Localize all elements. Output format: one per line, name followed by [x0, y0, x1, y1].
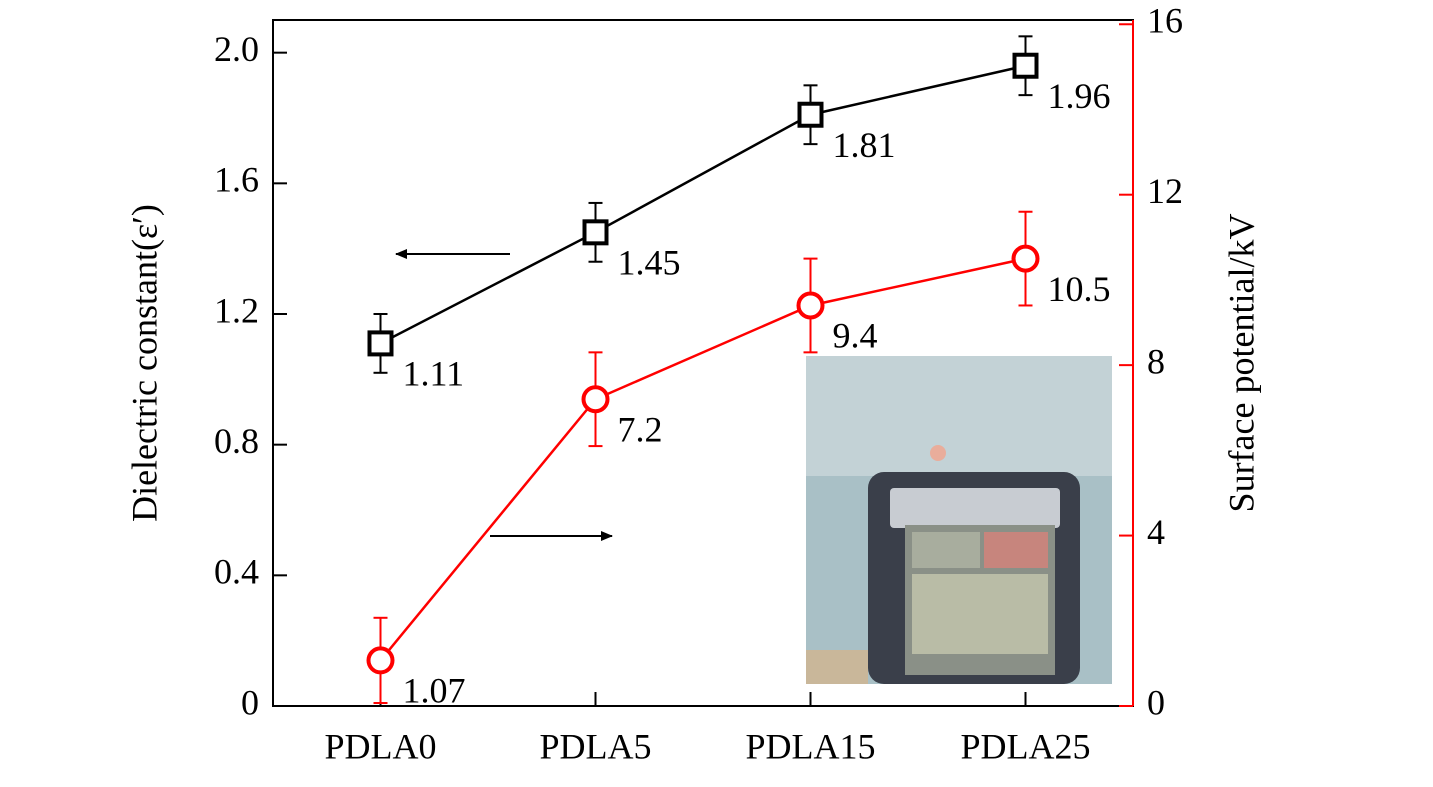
marker — [367, 330, 394, 357]
y-tick-label: 1.2 — [214, 290, 259, 330]
x-tick-label: PDLA0 — [324, 726, 436, 766]
y2-tick-label: 8 — [1147, 341, 1165, 381]
y-axis-title: Dielectric constant(ε′) — [124, 204, 164, 522]
data-label: 1.96 — [1048, 76, 1111, 116]
marker — [1012, 52, 1039, 79]
data-label: 9.4 — [833, 316, 878, 356]
y-tick-label: 2.0 — [214, 29, 259, 69]
data-label: 1.45 — [618, 243, 681, 283]
x-tick-label: PDLA15 — [745, 726, 875, 766]
y-tick-label: 0.8 — [214, 421, 259, 461]
marker — [796, 291, 825, 320]
y2-tick-label: 4 — [1147, 512, 1165, 552]
y2-tick-label: 0 — [1147, 682, 1165, 722]
marker — [582, 219, 609, 246]
inset-photo — [806, 356, 1112, 684]
data-label: 1.11 — [403, 354, 465, 394]
marker — [581, 385, 610, 414]
marker — [1011, 244, 1040, 273]
marker — [366, 646, 395, 675]
y-tick-label: 0.4 — [214, 552, 259, 592]
data-label: 1.07 — [403, 671, 466, 711]
data-label: 7.2 — [618, 409, 663, 449]
y2-axis-title: Surface potential/kV — [1221, 214, 1261, 513]
y-tick-label: 1.6 — [214, 160, 259, 200]
y2-tick-label: 12 — [1147, 171, 1183, 211]
series-line — [379, 257, 1026, 662]
x-tick-label: PDLA5 — [539, 726, 651, 766]
data-label: 1.81 — [833, 125, 896, 165]
y-tick-label: 0 — [241, 682, 259, 722]
data-label: 10.5 — [1048, 269, 1111, 309]
series-line — [379, 64, 1026, 345]
marker — [797, 101, 824, 128]
y2-tick-label: 16 — [1147, 1, 1183, 41]
x-tick-label: PDLA25 — [960, 726, 1090, 766]
